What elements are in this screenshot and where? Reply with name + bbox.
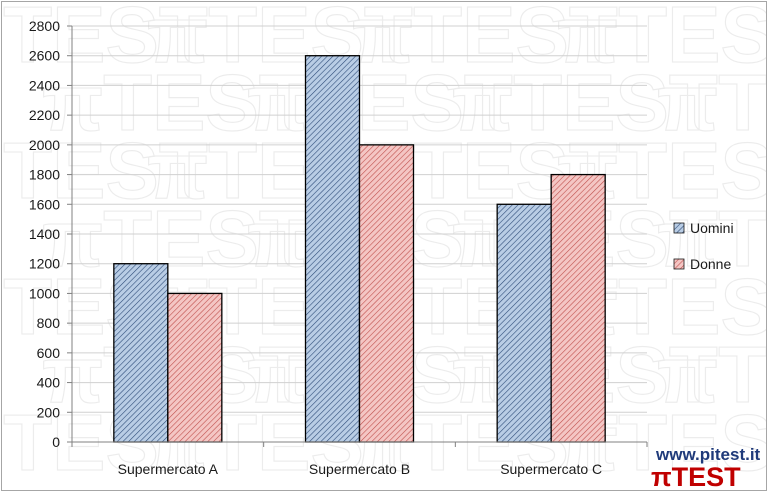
x-axis-categories: Supermercato A Supermercato B Supermercato… bbox=[118, 461, 602, 477]
bar-uomini-1 bbox=[113, 263, 169, 443]
watermark-text: πTEST bbox=[657, 330, 766, 419]
bar-donne-1 bbox=[167, 292, 223, 443]
bar-uomini-3 bbox=[496, 203, 552, 443]
y-tick-label: 1200 bbox=[29, 256, 60, 272]
watermark-text: πTEST bbox=[2, 126, 208, 215]
brand-logo: www.pitest.it πTEST bbox=[651, 445, 761, 490]
watermark-text: πTEST bbox=[557, 2, 766, 79]
watermark-text: πTEST bbox=[147, 2, 413, 79]
watermark-text: πTEST bbox=[42, 58, 308, 147]
y-tick-label: 2400 bbox=[29, 77, 60, 93]
x-category-label: Supermercato A bbox=[118, 461, 219, 477]
axes bbox=[71, 26, 648, 447]
y-tick-label: 800 bbox=[37, 315, 61, 331]
y-tick-label: 600 bbox=[37, 345, 61, 361]
y-tick-label: 1800 bbox=[29, 167, 60, 183]
watermark-text: πTEST bbox=[2, 2, 208, 79]
brand-website: www.pitest.it bbox=[655, 445, 761, 464]
bar-uomini-2 bbox=[304, 55, 361, 443]
legend-swatch-donne bbox=[673, 258, 685, 270]
x-category-label: Supermercato C bbox=[500, 461, 602, 477]
y-tick-label: 200 bbox=[37, 404, 61, 420]
watermark-text: πTEST bbox=[352, 2, 618, 79]
y-tick-label: 1000 bbox=[29, 285, 60, 301]
y-tick-label: 2800 bbox=[29, 18, 60, 34]
y-tick-label: 2600 bbox=[29, 48, 60, 64]
y-tick-label: 1400 bbox=[29, 226, 60, 242]
legend-swatch-uomini bbox=[673, 222, 685, 234]
bar-donne-3 bbox=[550, 173, 606, 443]
legend-label-uomini: Uomini bbox=[690, 220, 734, 236]
y-tick-label: 0 bbox=[52, 434, 60, 450]
y-tick-label: 1600 bbox=[29, 196, 60, 212]
watermark-text: πTEST bbox=[657, 58, 766, 147]
x-category-label: Supermercato B bbox=[309, 461, 410, 477]
brand-logo-text: πTEST bbox=[651, 462, 741, 490]
watermark-text: πTEST bbox=[42, 194, 308, 283]
bars bbox=[113, 55, 606, 443]
watermark-text: πTEST bbox=[247, 58, 513, 147]
legend: Uomini Donne bbox=[673, 220, 734, 272]
legend-label-donne: Donne bbox=[690, 256, 731, 272]
bar-donne-2 bbox=[358, 144, 415, 443]
y-axis-ticks: 0 200 400 600 800 1000 1200 1400 1600 1800 2000 220… bbox=[29, 18, 72, 450]
y-tick-label: 2000 bbox=[29, 137, 60, 153]
y-tick-label: 2200 bbox=[29, 107, 60, 123]
watermark-text: πTEST bbox=[452, 58, 718, 147]
y-tick-label: 400 bbox=[37, 375, 61, 391]
